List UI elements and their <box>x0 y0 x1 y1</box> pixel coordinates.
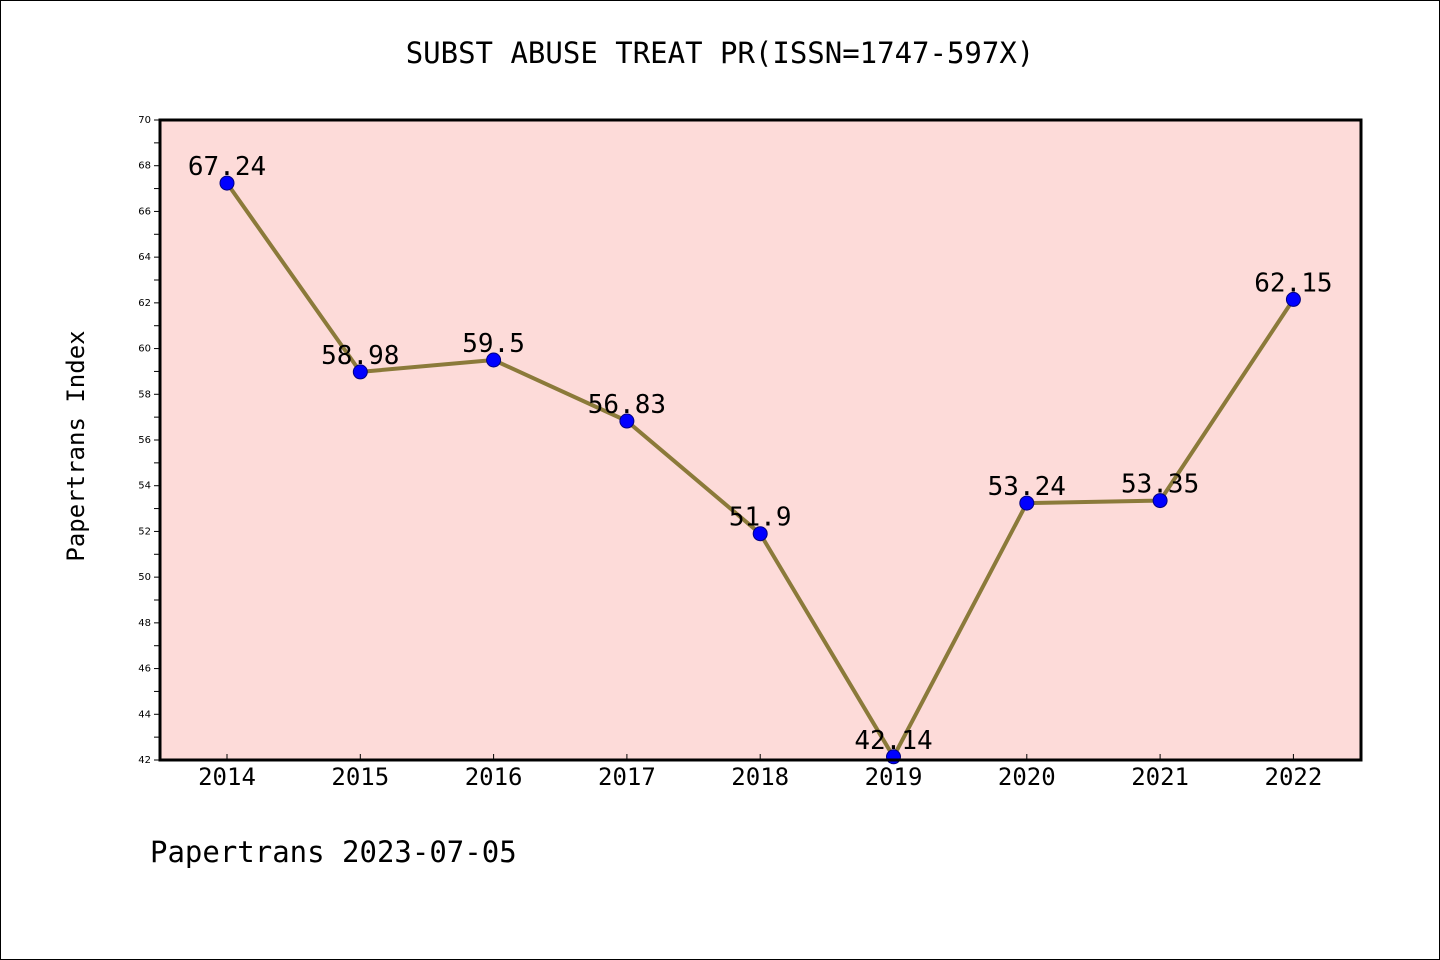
y-tick-label: 52 <box>138 526 151 537</box>
data-label: 42.14 <box>854 726 932 756</box>
y-tick-label: 70 <box>138 115 151 126</box>
data-label: 53.35 <box>1121 470 1199 500</box>
footer-note: Papertrans 2023-07-05 <box>150 835 517 869</box>
data-label: 67.24 <box>188 152 266 182</box>
y-axis: 42 44 46 48 50 52 54 56 58 60 62 64 66 68 70 <box>138 115 160 766</box>
y-tick-label: 46 <box>138 664 151 675</box>
plot-area <box>160 120 1361 760</box>
x-tick-label: 2018 <box>731 763 789 791</box>
x-tick-label: 2022 <box>1265 763 1323 791</box>
y-tick-label: 68 <box>138 161 151 172</box>
y-tick-label: 58 <box>138 389 151 400</box>
data-label: 53.24 <box>988 472 1066 502</box>
y-tick-label: 42 <box>138 755 151 766</box>
y-tick-label: 64 <box>138 252 151 263</box>
y-tick-label: 44 <box>138 709 151 720</box>
x-tick-label: 2021 <box>1131 763 1189 791</box>
x-tick-label: 2015 <box>331 763 389 791</box>
x-tick-label: 2017 <box>598 763 656 791</box>
x-tick-label: 2020 <box>998 763 1056 791</box>
x-tick-label: 2014 <box>198 763 256 791</box>
y-tick-label: 56 <box>138 435 151 446</box>
y-tick-label: 60 <box>138 344 151 355</box>
data-label: 51.9 <box>729 503 792 533</box>
y-tick-label: 48 <box>138 618 151 629</box>
y-tick-label: 50 <box>138 572 151 583</box>
y-tick-label: 66 <box>138 206 151 217</box>
data-label: 59.5 <box>462 329 525 359</box>
x-tick-label: 2016 <box>465 763 523 791</box>
y-tick-label: 54 <box>138 481 151 492</box>
x-tick-label: 2019 <box>865 763 923 791</box>
data-label: 62.15 <box>1254 268 1332 298</box>
y-tick-label: 62 <box>138 298 151 309</box>
data-label: 58.98 <box>321 341 399 371</box>
data-label: 56.83 <box>588 390 666 420</box>
